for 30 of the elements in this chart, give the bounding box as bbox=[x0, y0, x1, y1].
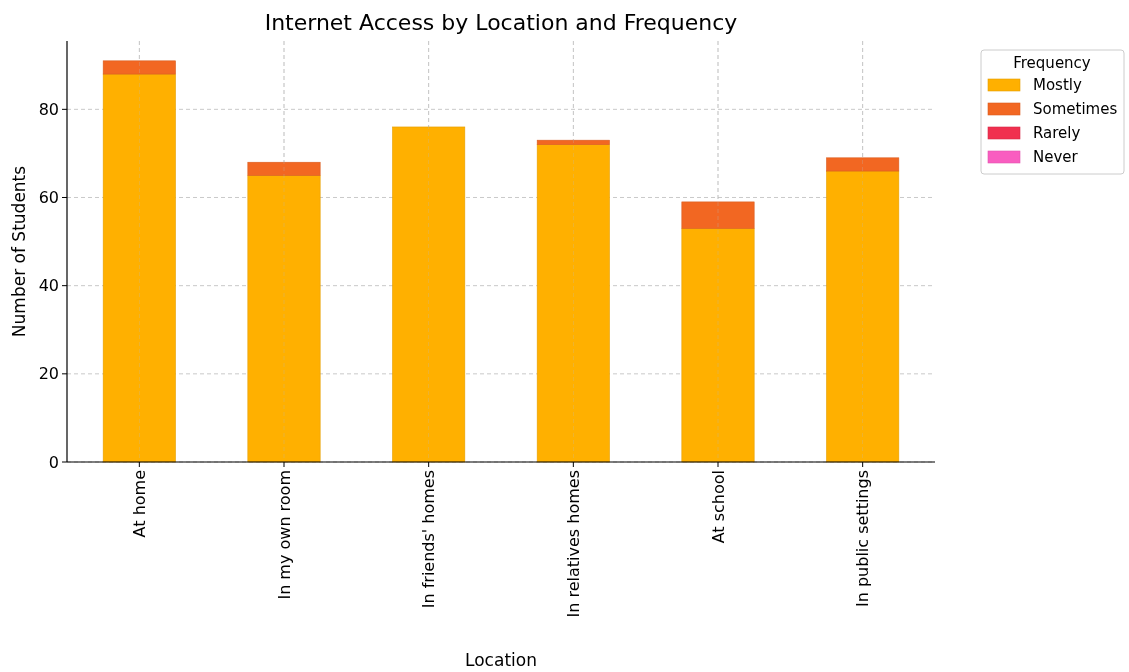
legend-label: Sometimes bbox=[1033, 100, 1118, 119]
bar bbox=[681, 201, 755, 229]
y-tick-label: 60 bbox=[38, 188, 59, 208]
bar bbox=[247, 161, 321, 176]
y-tick-label: 0 bbox=[48, 452, 59, 472]
y-tick-label: 20 bbox=[38, 364, 59, 384]
x-tick-label: In relatives homes bbox=[563, 470, 583, 618]
bar bbox=[826, 170, 900, 463]
bar bbox=[826, 157, 900, 172]
bar bbox=[392, 126, 466, 463]
bar bbox=[536, 144, 610, 463]
bar bbox=[247, 175, 321, 463]
x-tick-label: At home bbox=[129, 470, 149, 538]
x-tick-label: At school bbox=[708, 470, 728, 544]
bar bbox=[681, 228, 755, 463]
bar bbox=[536, 139, 610, 145]
legend-label: Rarely bbox=[1033, 124, 1081, 143]
legend-label: Mostly bbox=[1033, 76, 1082, 95]
legend-title: Frequency bbox=[1013, 54, 1091, 72]
x-tick-label: In public settings bbox=[853, 470, 873, 607]
x-tick-label: In friends' homes bbox=[419, 470, 439, 609]
x-axis-title: Location bbox=[465, 650, 537, 670]
y-tick-label: 40 bbox=[38, 276, 59, 296]
y-tick-label: 80 bbox=[38, 99, 59, 119]
chart-title: Internet Access by Location and Frequency bbox=[264, 10, 738, 35]
bar bbox=[102, 60, 176, 75]
bar bbox=[102, 73, 176, 463]
y-axis-title: Number of Students bbox=[9, 165, 29, 338]
legend-label: Never bbox=[1033, 148, 1079, 167]
x-tick-label: In my own room bbox=[274, 470, 294, 600]
